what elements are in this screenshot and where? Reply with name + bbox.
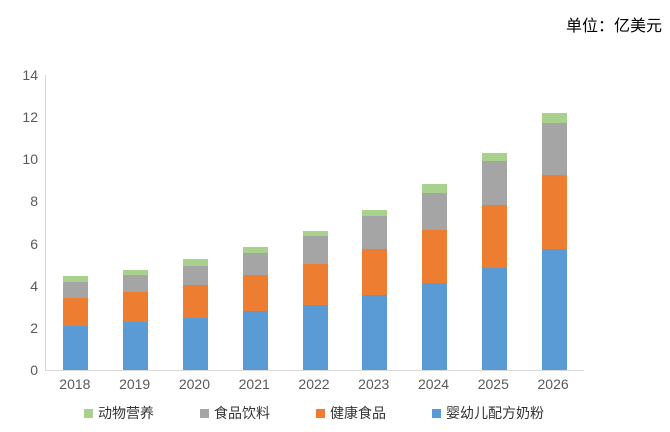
bar-segment-食品饮料 — [63, 281, 89, 299]
bar-segment-婴幼儿配方奶粉 — [242, 311, 268, 370]
y-axis-tick-label: 6 — [30, 235, 38, 252]
bar-segment-食品饮料 — [481, 161, 507, 205]
bar-segment-食品饮料 — [242, 253, 268, 276]
bar-segment-健康食品 — [302, 263, 328, 305]
legend-item: 食品饮料 — [200, 403, 270, 423]
bar-segment-动物营养 — [182, 259, 208, 266]
y-axis-tick-label: 0 — [30, 362, 38, 378]
x-axis-label: 2023 — [358, 376, 390, 392]
y-axis-tick-label: 14 — [22, 67, 38, 83]
bar-segment-食品饮料 — [182, 265, 208, 285]
bar-segment-食品饮料 — [123, 275, 149, 293]
bar-segment-婴幼儿配方奶粉 — [362, 295, 388, 370]
x-axis-label: 2025 — [477, 376, 509, 392]
unit-label: 单位：亿美元 — [565, 18, 662, 35]
bar-segment-健康食品 — [481, 204, 507, 268]
bar-segment-动物营养 — [302, 230, 328, 237]
legend-swatch-icon — [432, 408, 441, 418]
bar-segment-婴幼儿配方奶粉 — [123, 321, 149, 370]
bar-segment-婴幼儿配方奶粉 — [302, 304, 328, 370]
bar-segment-食品饮料 — [541, 123, 567, 176]
bar-segment-婴幼儿配方奶粉 — [422, 282, 448, 370]
bar-segment-食品饮料 — [422, 193, 448, 230]
bar-segment-婴幼儿配方奶粉 — [63, 325, 89, 370]
y-axis-tick-label: 4 — [30, 277, 38, 294]
legend-swatch-icon — [200, 408, 209, 418]
bar-segment-健康食品 — [182, 284, 208, 319]
bar-segment-婴幼儿配方奶粉 — [182, 318, 208, 370]
legend-label: 婴幼儿配方奶粉 — [446, 405, 544, 421]
bar-segment-健康食品 — [123, 292, 149, 322]
x-axis-label: 2020 — [178, 376, 210, 392]
bar-segment-婴幼儿配方奶粉 — [541, 248, 567, 370]
legend-item: 婴幼儿配方奶粉 — [432, 403, 544, 423]
legend-swatch-icon — [316, 408, 325, 418]
bar-segment-动物营养 — [422, 183, 448, 193]
bar-segment-动物营养 — [541, 112, 567, 124]
x-axis-label: 2022 — [298, 376, 330, 392]
bar-segment-动物营养 — [362, 209, 388, 217]
plot-area — [45, 75, 584, 371]
bar-segment-婴幼儿配方奶粉 — [481, 267, 507, 370]
chart-legend: 动物营养 食品饮料 健康食品 婴幼儿配方奶粉 — [84, 403, 544, 423]
x-axis-label: 2026 — [537, 376, 569, 392]
legend-label: 健康食品 — [330, 405, 386, 421]
y-axis-tick-label: 8 — [30, 193, 38, 210]
bar-segment-健康食品 — [422, 229, 448, 283]
legend-label: 食品饮料 — [214, 405, 270, 421]
legend-item: 动物营养 — [84, 403, 154, 423]
bar-segment-动物营养 — [481, 152, 507, 162]
bar-segment-健康食品 — [362, 248, 388, 296]
y-axis-tick-label: 10 — [22, 151, 38, 168]
bar-segment-动物营养 — [63, 276, 89, 282]
legend-swatch-icon — [84, 408, 93, 418]
legend-item: 健康食品 — [316, 403, 386, 423]
bar-segment-健康食品 — [541, 175, 567, 249]
bar-segment-食品饮料 — [302, 236, 328, 264]
x-axis-label: 2018 — [59, 376, 91, 392]
bar-segment-健康食品 — [242, 275, 268, 311]
y-axis-tick-label: 2 — [30, 319, 38, 336]
x-axis-label: 2024 — [417, 376, 450, 392]
x-axis-label: 2021 — [238, 376, 270, 392]
bar-segment-食品饮料 — [362, 216, 388, 249]
y-axis-tick-label: 12 — [22, 109, 38, 126]
bar-segment-动物营养 — [123, 269, 149, 276]
legend-label: 动物营养 — [98, 405, 154, 421]
bar-segment-动物营养 — [242, 246, 268, 254]
x-axis-label: 2019 — [119, 376, 151, 392]
bar-segment-健康食品 — [63, 298, 89, 326]
